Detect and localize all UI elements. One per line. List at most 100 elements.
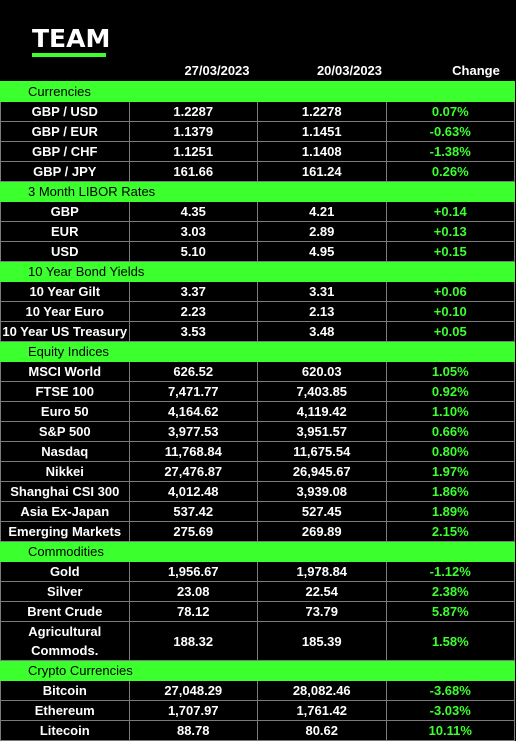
table-row: Emerging Markets 275.69 269.89 2.15% [0,521,515,542]
section-header: 10 Year Bond Yields [0,261,515,282]
table-row: GBP / JPY 161.66 161.24 0.26% [0,161,515,182]
table-row: S&P 500 3,977.53 3,951.57 0.66% [0,421,515,442]
section-title: 3 Month LIBOR Rates [0,181,515,202]
row-value-previous: 1,761.42 [257,700,387,721]
row-change: +0.15 [385,241,515,262]
row-value-current: 88.78 [128,720,258,741]
row-name: Brent Crude [0,601,130,622]
section-title: Crypto Currencies [0,660,515,681]
table-row: Litecoin 88.78 80.62 10.11% [0,720,515,741]
row-change: +0.05 [385,321,515,342]
row-change: +0.13 [385,221,515,242]
table-row: Silver 23.08 22.54 2.38% [0,581,515,602]
section-header: Commodities [0,541,515,562]
row-name: Nikkei [0,461,130,482]
row-name: Gold [0,561,130,582]
table-row: MSCI World 626.52 620.03 1.05% [0,361,515,382]
row-value-current: 3.53 [128,321,258,342]
row-value-previous: 4.21 [257,201,387,222]
row-name: GBP / EUR [0,121,130,142]
row-value-current: 275.69 [128,521,258,542]
row-value-previous: 3,951.57 [257,421,387,442]
row-name: 10 Year Gilt [0,281,130,302]
row-value-previous: 73.79 [257,601,387,622]
row-value-current: 2.23 [128,301,258,322]
row-change: 2.15% [385,521,515,542]
row-value-previous: 1.2278 [257,101,387,122]
row-change: 5.87% [385,601,515,622]
table-row: Nasdaq 11,768.84 11,675.54 0.80% [0,441,515,462]
row-value-previous: 1.1451 [257,121,387,142]
row-name: Ethereum [0,700,130,721]
row-change: 0.66% [385,421,515,442]
row-value-current: 1,707.97 [128,700,258,721]
row-change: -1.38% [385,141,515,162]
table-row: Nikkei 27,476.87 26,945.67 1.97% [0,461,515,482]
row-name: Nasdaq [0,441,130,462]
table-row: Brent Crude 78.12 73.79 5.87% [0,601,515,622]
row-value-current: 78.12 [128,601,258,622]
row-value-current: 4,012.48 [128,481,258,502]
table-row: Agricultural Commods. 188.32 185.39 1.58% [0,621,515,661]
row-value-previous: 28,082.46 [257,680,387,701]
row-name: GBP / CHF [0,141,130,162]
row-value-current: 5.10 [128,241,258,262]
row-change: 1.86% [385,481,515,502]
table-row: GBP / EUR 1.1379 1.1451 -0.63% [0,121,515,142]
row-name: Emerging Markets [0,521,130,542]
table-row: Gold 1,956.67 1,978.84 -1.12% [0,561,515,582]
row-value-current: 11,768.84 [128,441,258,462]
row-value-previous: 3.31 [257,281,387,302]
table-row: EUR 3.03 2.89 +0.13 [0,221,515,242]
row-change: 2.38% [385,581,515,602]
row-value-previous: 4.95 [257,241,387,262]
row-value-previous: 22.54 [257,581,387,602]
row-value-previous: 3,939.08 [257,481,387,502]
row-change: +0.14 [385,201,515,222]
row-name: Shanghai CSI 300 [0,481,130,502]
row-change: +0.06 [385,281,515,302]
section-title: Equity Indices [0,341,515,362]
row-value-previous: 1.1408 [257,141,387,162]
row-value-current: 188.32 [128,621,258,661]
row-change: 0.26% [385,161,515,182]
row-name: EUR [0,221,130,242]
row-name: 10 Year US Treasury [0,321,130,342]
section-title: 10 Year Bond Yields [0,261,515,282]
table-row: GBP / CHF 1.1251 1.1408 -1.38% [0,141,515,162]
row-change: 1.10% [385,401,515,422]
row-value-current: 4,164.62 [128,401,258,422]
row-value-current: 27,048.29 [128,680,258,701]
row-value-previous: 3.48 [257,321,387,342]
row-value-previous: 80.62 [257,720,387,741]
row-value-current: 1.1379 [128,121,258,142]
row-value-previous: 2.89 [257,221,387,242]
row-name: Litecoin [0,720,130,741]
row-name: GBP [0,201,130,222]
row-change: 10.11% [385,720,515,741]
row-name: GBP / USD [0,101,130,122]
row-value-current: 7,471.77 [128,381,258,402]
table-row: USD 5.10 4.95 +0.15 [0,241,515,262]
row-change: -3.03% [385,700,515,721]
row-name: Bitcoin [0,680,130,701]
row-change: 0.92% [385,381,515,402]
row-change: 1.89% [385,501,515,522]
row-name: Agricultural Commods. [0,621,130,661]
section-title: Commodities [0,541,515,562]
row-change: 1.05% [385,361,515,382]
column-header-date1: 27/03/2023 [184,63,250,78]
table-row: GBP / USD 1.2287 1.2278 0.07% [0,101,515,122]
row-value-current: 3.03 [128,221,258,242]
row-change: -1.12% [385,561,515,582]
team-logo: TEAM [32,26,110,57]
row-value-current: 3.37 [128,281,258,302]
table-row: Euro 50 4,164.62 4,119.42 1.10% [0,401,515,422]
row-value-current: 23.08 [128,581,258,602]
row-change: 1.97% [385,461,515,482]
row-value-previous: 185.39 [257,621,387,661]
row-name: S&P 500 [0,421,130,442]
row-value-previous: 11,675.54 [257,441,387,462]
table-row: Ethereum 1,707.97 1,761.42 -3.03% [0,700,515,721]
table-row: 10 Year US Treasury 3.53 3.48 +0.05 [0,321,515,342]
